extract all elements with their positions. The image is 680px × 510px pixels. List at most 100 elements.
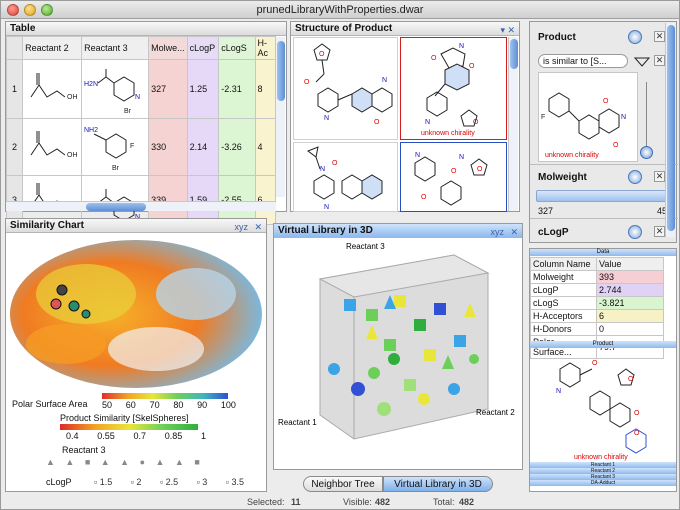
title-bar[interactable]: prunedLibraryWithProperties.dwar: [1, 1, 679, 19]
molweight-range-slider[interactable]: [536, 190, 670, 202]
library3d-plot[interactable]: Reactant 3 Reactant 1 Reactant 2: [274, 239, 522, 469]
marker-cube[interactable]: [366, 309, 378, 321]
filter-close-button[interactable]: ✕: [654, 226, 665, 237]
marker-sphere[interactable]: [418, 393, 430, 405]
reactant2-structure-drawing: OH: [30, 73, 78, 101]
filter-close-button[interactable]: ✕: [654, 31, 665, 42]
cell-clogp[interactable]: 1.59: [186, 175, 220, 225]
row-number[interactable]: 3: [5, 175, 24, 225]
marker-cone[interactable]: [366, 325, 378, 339]
structure-cell[interactable]: O O N O N: [293, 37, 398, 140]
query-structure-icon[interactable]: [632, 54, 652, 68]
marker-sphere[interactable]: [469, 354, 479, 364]
query-structure[interactable]: F O N O unknown chirality: [538, 72, 638, 162]
marker-sphere[interactable]: [351, 382, 365, 396]
column-header-reactant3[interactable]: Reactant 3: [81, 36, 150, 60]
table-vertical-scroll-thumb[interactable]: [277, 41, 285, 101]
minimize-icon[interactable]: [24, 4, 36, 16]
column-header-clogp[interactable]: cLogP: [186, 36, 220, 60]
close-icon[interactable]: [7, 4, 19, 16]
structure-scroll-thumb[interactable]: [510, 39, 518, 69]
similarity-scatter-plot[interactable]: [6, 234, 266, 394]
data-row[interactable]: cLogP 2.744: [530, 283, 664, 297]
tab-virtual-library-3d[interactable]: Virtual Library in 3D: [383, 476, 493, 492]
filter-close-button[interactable]: ✕: [654, 171, 665, 182]
cell-clogs[interactable]: -3.26: [218, 118, 256, 176]
zoom-icon[interactable]: [41, 4, 53, 16]
column-header-reactant2[interactable]: Reactant 2: [22, 36, 83, 60]
filter-enable-toggle[interactable]: [628, 225, 642, 239]
detail-tab-da-adduct[interactable]: DA-Adduct: [530, 480, 676, 486]
cell-clogp[interactable]: 2.14: [186, 118, 220, 176]
filter-enable-toggle[interactable]: [628, 30, 642, 44]
marker-sphere[interactable]: [448, 383, 460, 395]
column-header-molweight[interactable]: Molwe...: [148, 36, 188, 60]
marker-cube[interactable]: [454, 335, 466, 347]
marker-cube[interactable]: [424, 349, 436, 361]
column-header-h-acceptors[interactable]: H-Ac: [254, 36, 276, 60]
cell-clogp[interactable]: 1.25: [186, 59, 220, 119]
data-row[interactable]: H-Donors 0: [530, 322, 664, 336]
filter-scrollbar[interactable]: [665, 23, 675, 237]
panel-close-icon[interactable]: ✕: [254, 222, 262, 232]
axis-menu[interactable]: xyz: [234, 222, 249, 232]
marker-cube[interactable]: [434, 303, 446, 315]
row-number[interactable]: 1: [5, 59, 24, 119]
marker-cube[interactable]: [384, 339, 396, 351]
filter-scroll-thumb[interactable]: [667, 25, 675, 231]
selected-marker[interactable]: [50, 298, 62, 310]
selected-marker[interactable]: [56, 284, 68, 296]
table-vertical-scrollbar[interactable]: [275, 37, 285, 197]
structure-cell[interactable]: N N O O O: [400, 142, 507, 212]
cell-h-acceptors[interactable]: 8: [254, 59, 276, 119]
tab-neighbor-tree[interactable]: Neighbor Tree: [303, 476, 383, 492]
detail-tab-reactant2[interactable]: Reactant 2: [530, 468, 676, 474]
structure-cell[interactable]: N O N: [293, 142, 398, 212]
table-horizontal-scrollbar[interactable]: [6, 201, 276, 211]
cell-molweight[interactable]: 327: [148, 59, 188, 119]
column-header-clogs[interactable]: cLogS: [218, 36, 256, 60]
marker-cube[interactable]: [414, 319, 426, 331]
axis-menu[interactable]: xyz: [490, 227, 505, 237]
similarity-threshold-slider[interactable]: [640, 82, 654, 159]
panel-close-icon[interactable]: ▾: [500, 25, 505, 35]
marker-cube[interactable]: [344, 299, 356, 311]
filter-enable-toggle[interactable]: [628, 170, 642, 184]
selected-marker[interactable]: [81, 309, 91, 319]
marker-cone[interactable]: [464, 303, 476, 317]
similarity-mode-select[interactable]: is similar to [S...: [538, 54, 628, 68]
structure-scrollbar[interactable]: [508, 37, 518, 211]
cell-h-acceptors[interactable]: 6: [254, 175, 276, 225]
cell-h-acceptors[interactable]: 4: [254, 118, 276, 176]
marker-sphere[interactable]: [388, 353, 400, 365]
panel-close-icon[interactable]: ✕: [507, 25, 515, 35]
marker-cone[interactable]: [442, 355, 454, 369]
detail-tab-reactant3[interactable]: Reactant 3: [530, 474, 676, 480]
cell-clogs[interactable]: -2.31: [218, 59, 256, 119]
marker-cone[interactable]: [384, 295, 396, 309]
legend-tick: 1: [200, 431, 206, 441]
selected-marker[interactable]: [68, 300, 80, 312]
cell-molweight[interactable]: 330: [148, 118, 188, 176]
marker-cube[interactable]: [404, 379, 416, 391]
status-total-value: 482: [459, 497, 475, 507]
marker-sphere[interactable]: [377, 402, 391, 416]
marker-sphere[interactable]: [368, 367, 380, 379]
panel-close-icon[interactable]: ✕: [510, 227, 518, 237]
table-horizontal-scroll-thumb[interactable]: [86, 203, 146, 211]
structure-cell-selected[interactable]: N O O N O unknown chirality: [400, 37, 507, 140]
slider-thumb[interactable]: [640, 146, 653, 159]
data-row[interactable]: cLogS -3.821: [530, 296, 664, 310]
table-row[interactable]: 3 OH H2N N 339 1: [5, 175, 276, 225]
data-row[interactable]: H-Acceptors 6: [530, 309, 664, 323]
table-row[interactable]: 2 OH NH2 F Br: [5, 118, 276, 176]
cell-molweight[interactable]: 339: [148, 175, 188, 225]
table-row[interactable]: 1 OH H2N N Br: [5, 59, 276, 119]
marker-cube[interactable]: [394, 295, 406, 307]
filter-close-button[interactable]: ✕: [654, 55, 665, 66]
row-number[interactable]: 2: [5, 118, 24, 176]
detail-tab-reactant1[interactable]: Reactant 1: [530, 462, 676, 468]
data-row[interactable]: Molweight 393: [530, 270, 664, 284]
marker-sphere[interactable]: [328, 363, 340, 375]
status-visible-value: 482: [375, 497, 391, 507]
